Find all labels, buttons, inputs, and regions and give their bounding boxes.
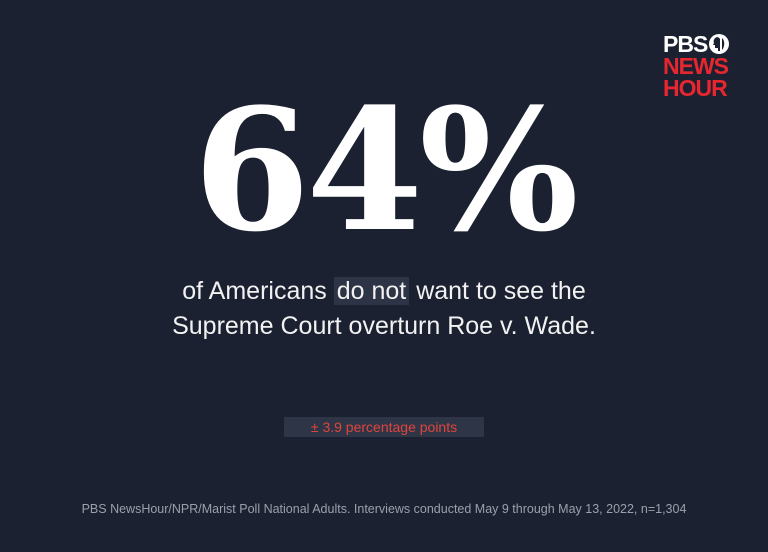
statement-line: of Americans do not want to see the: [0, 274, 768, 309]
logo-hour: HOUR: [663, 75, 728, 101]
margin-of-error: ± 3.9 percentage points: [284, 417, 484, 437]
logo-news: NEWS: [663, 53, 729, 79]
text: want to see the: [416, 277, 586, 305]
source: PBS NewsHour/NPR/Marist Poll National Ad…: [81, 502, 687, 516]
highlight: do not: [333, 277, 410, 305]
statement: of Americans do not want to see the Supr…: [0, 274, 768, 344]
logo: PBS NEWS HOUR: [663, 31, 743, 101]
headline: 64%: [193, 71, 578, 269]
statement-line: Supreme Court overturn Roe v. Wade.: [172, 312, 596, 340]
logo-pbs: PBS: [663, 31, 708, 57]
text: of Americans: [182, 277, 327, 305]
logo-icon: [709, 34, 730, 54]
